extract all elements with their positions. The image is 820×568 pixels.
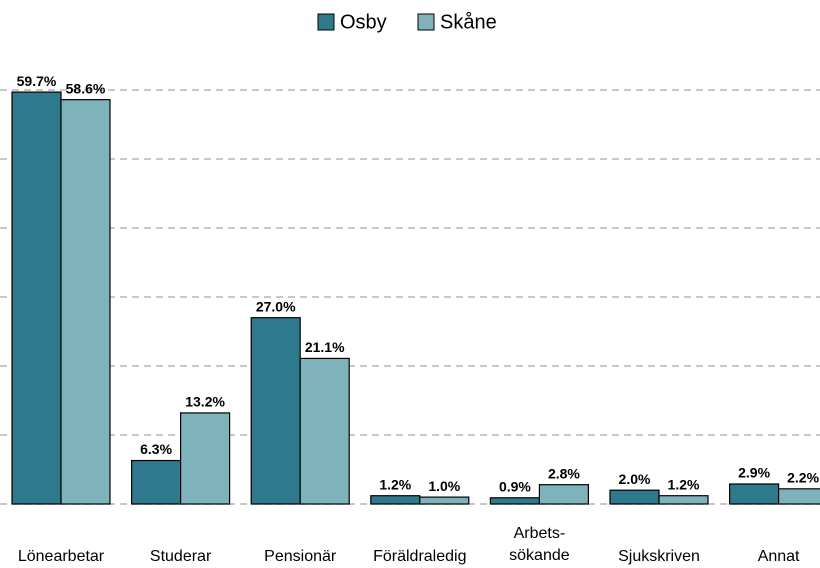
x-tick-label: Föräldraledig [373,548,466,565]
bar [538,484,590,505]
bar [419,496,470,505]
x-tick-label: Pensionär [264,548,337,565]
data-label: 2.9% [738,465,770,481]
legend-swatch [317,13,335,31]
legend-label: Osby [340,11,387,33]
data-label: 2.2% [787,470,819,486]
data-label: 59.7% [17,73,57,89]
legend-swatch [417,13,435,31]
bar [728,483,780,505]
data-label: 2.8% [548,465,580,481]
bar [370,495,421,505]
x-tick-label-line: Arbets- [514,525,566,542]
x-tick-label-line: Sjukskriven [618,548,700,565]
data-label: 1.0% [428,478,460,494]
data-label: 58.6% [66,80,106,96]
x-tick-label: Studerar [150,548,212,565]
x-tick-label-line: Föräldraledig [373,548,466,565]
data-label: 1.2% [668,476,700,492]
x-tick-label: Annat [758,548,800,565]
legend-label: Skåne [440,11,497,33]
x-tick-label-line: Studerar [150,548,212,565]
x-tick-label: Sjukskriven [618,548,700,565]
x-tick-label-line: Pensionär [264,548,337,565]
x-tick-label: Arbets-sökande [509,525,570,564]
bar [11,91,62,505]
data-label: 2.0% [619,471,651,487]
data-label: 13.2% [185,394,225,410]
x-tick-label-line: sökande [509,547,570,564]
data-label: 21.1% [305,339,345,355]
bar [658,495,709,505]
x-tick-label-line: Lönearbetar [18,548,105,565]
bar [131,459,182,505]
bar [777,488,820,505]
data-label: 0.9% [499,478,531,494]
data-label: 27.0% [256,298,296,314]
x-tick-label-line: Annat [758,548,800,565]
data-label: 6.3% [140,441,172,457]
data-label: 1.2% [379,476,411,492]
bar [250,317,301,505]
x-tick-label: Lönearbetar [18,548,105,565]
bar [299,357,350,505]
bar [60,99,111,505]
bar [489,497,540,505]
bar [180,412,231,505]
bar [609,489,660,505]
